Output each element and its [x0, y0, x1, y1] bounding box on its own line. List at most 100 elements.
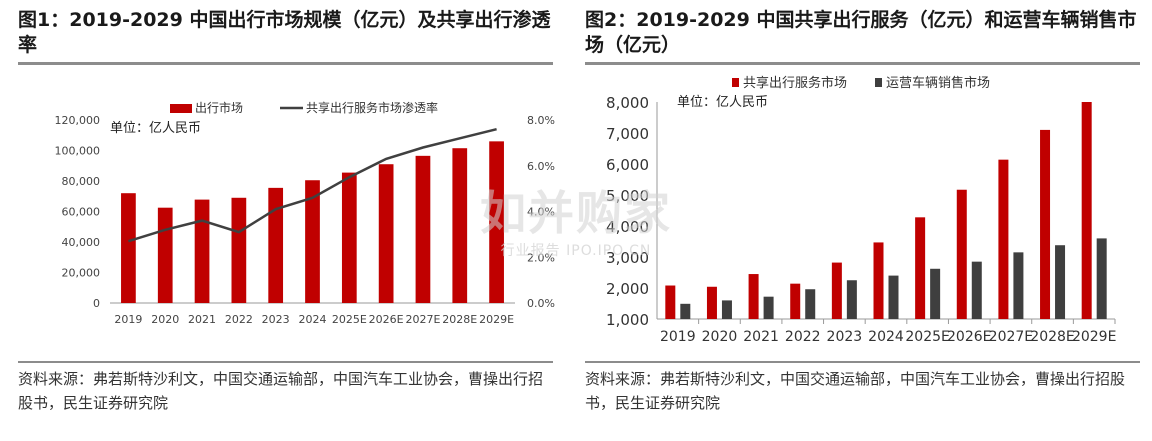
x-tick-label: 2027E: [989, 329, 1033, 345]
y-left-tick-label: 100,000: [55, 145, 101, 158]
y-tick-label: 4,000: [606, 218, 649, 236]
y-tick-label: 5,000: [606, 187, 649, 205]
x-tick-label: 2029E: [1072, 329, 1116, 345]
vehicle-sales-bar: [805, 289, 816, 319]
market-bar: [305, 180, 320, 303]
x-tick-label: 2021: [743, 329, 779, 345]
y-left-tick-label: 40,000: [62, 236, 101, 249]
figure-2-x-axis: 2019 2020 2021 2022 2023 2024 2025E2026E2027E2…: [660, 319, 1116, 345]
x-tick-label: 2027E: [405, 313, 440, 326]
y-tick-label: 8,000: [606, 94, 649, 112]
legend-label-vehicle-sales: 运营车辆销售市场: [886, 75, 990, 91]
shared-service-bar: [1040, 129, 1051, 319]
figure-1-title-rule: [18, 62, 553, 65]
vehicle-sales-bar: [846, 280, 857, 319]
x-tick-label: 2023: [262, 313, 290, 326]
figure-2-unit-label: 单位：亿人民币: [677, 95, 768, 110]
market-bar: [341, 172, 357, 303]
figure-2-y-axis: 1,000 2,000 3,000 4,000 5,000 6,000 7,000 8,000: [606, 94, 649, 329]
vehicle-sales-bar: [763, 296, 774, 319]
y-left-tick-label: 80,000: [62, 175, 101, 188]
y-right-tick-label: 8.0%: [527, 114, 555, 127]
figure-1-left-axis: 0 20,000 40,000 60,000 80,000 100,000 120,000: [55, 114, 101, 310]
x-tick-label: 2025E: [905, 329, 949, 345]
figure-2-title-rule: [585, 62, 1140, 65]
shared-service-bar: [831, 262, 842, 319]
x-tick-label: 2026E: [369, 313, 404, 326]
shared-service-bar: [1081, 102, 1092, 319]
figure-1-title: 图1：2019-2029 中国出行市场规模（亿元）及共享出行渗透率: [18, 9, 551, 56]
market-bar: [378, 164, 394, 303]
legend-swatch-vehicle-sales: [875, 78, 882, 87]
x-tick-label: 2019: [660, 329, 696, 345]
x-tick-label: 2026E: [947, 329, 991, 345]
x-tick-label: 2021: [188, 313, 216, 326]
x-tick-label: 2023: [827, 329, 863, 345]
legend-label-penetration: 共享出行服务市场渗透率: [306, 100, 438, 115]
y-right-tick-label: 6.0%: [527, 160, 555, 173]
x-tick-label: 2020: [702, 329, 738, 345]
vehicle-sales-bar: [680, 303, 691, 319]
market-bar: [121, 193, 136, 303]
legend-swatch-shared-service: [732, 78, 739, 87]
vehicle-sales-bar: [930, 268, 941, 319]
figure-1-x-axis: 2019 2020 2021 2022 2023 2024 2025E 2026E 2027E 2…: [114, 313, 514, 326]
y-tick-label: 2,000: [606, 280, 649, 298]
x-tick-label: 2025E: [332, 313, 367, 326]
shared-service-bar: [956, 189, 967, 319]
y-tick-label: 1,000: [606, 311, 649, 329]
y-left-tick-label: 20,000: [62, 267, 101, 280]
figure-1-footer-rule: [18, 361, 553, 363]
x-tick-label: 2022: [785, 329, 821, 345]
legend-swatch-market: [170, 104, 192, 113]
y-tick-label: 7,000: [606, 125, 649, 143]
y-right-tick-label: 0.0%: [527, 297, 555, 310]
y-right-tick-label: 2.0%: [527, 251, 555, 264]
market-bar: [415, 155, 431, 303]
vehicle-sales-bar: [971, 261, 982, 319]
vehicle-sales-bar: [721, 300, 732, 319]
figure-2-panel: 图2：2019-2029 中国共享出行服务（亿元）和运营车辆销售市场（亿元） 共…: [585, 0, 1140, 441]
figure-1-penetration-line: [128, 127, 497, 243]
shared-service-bar: [706, 286, 717, 319]
figure-2-title: 图2：2019-2029 中国共享出行服务（亿元）和运营车辆销售市场（亿元）: [585, 9, 1137, 56]
shared-service-bar: [873, 242, 884, 319]
market-bar: [157, 207, 173, 303]
figure-2-footer-rule: [585, 361, 1140, 363]
shared-service-bar: [915, 217, 926, 319]
figure-1-legend: 出行市场 共享出行服务市场渗透率: [170, 100, 438, 115]
y-left-tick-label: 0: [93, 297, 100, 310]
figure-1-unit-label: 单位：亿人民币: [110, 121, 201, 136]
y-left-tick-label: 60,000: [62, 206, 101, 219]
x-tick-label: 2020: [151, 313, 179, 326]
x-tick-label: 2028E: [1030, 329, 1074, 345]
figure-1-chart: 出行市场 共享出行服务市场渗透率 单位：亿人民币 0 20,000 40,000 60…: [55, 100, 555, 326]
figure-2-chart: 共享出行服务市场 运营车辆销售市场 单位：亿人民币 1,000 2,000 3,00…: [606, 75, 1116, 345]
legend-label-shared-service: 共享出行服务市场: [743, 75, 847, 91]
market-bar: [231, 197, 247, 303]
y-left-tick-label: 120,000: [55, 114, 101, 127]
x-tick-label: 2024: [299, 313, 327, 326]
x-tick-label: 2024: [868, 329, 904, 345]
market-bar: [194, 199, 210, 303]
market-bar: [268, 187, 284, 303]
legend-label-market: 出行市场: [195, 100, 243, 115]
shared-service-bar: [790, 283, 801, 319]
y-tick-label: 6,000: [606, 156, 649, 174]
figure-2-legend: 共享出行服务市场 运营车辆销售市场: [732, 75, 990, 91]
x-tick-label: 2019: [114, 313, 142, 326]
figure-2-source: 资料来源：弗若斯特沙利文，中国交通运输部，中国汽车工业协会，曹操出行招股书，民生…: [585, 370, 1126, 412]
figure-1-source: 资料来源：弗若斯特沙利文，中国交通运输部，中国汽车工业协会，曹操出行招股书，民生…: [18, 370, 544, 412]
x-tick-label: 2029E: [479, 313, 514, 326]
vehicle-sales-bar: [1096, 238, 1107, 319]
x-tick-label: 2028E: [442, 313, 477, 326]
figure-1-right-axis: 0.0% 2.0% 4.0% 6.0% 8.0%: [527, 114, 555, 310]
vehicle-sales-bar: [888, 275, 899, 319]
vehicle-sales-bar: [1013, 252, 1024, 319]
vehicle-sales-bar: [1055, 245, 1066, 319]
y-tick-label: 3,000: [606, 249, 649, 267]
y-right-tick-label: 4.0%: [527, 206, 555, 219]
x-tick-label: 2022: [225, 313, 253, 326]
shared-service-bar: [998, 159, 1009, 319]
market-bar: [489, 141, 504, 303]
